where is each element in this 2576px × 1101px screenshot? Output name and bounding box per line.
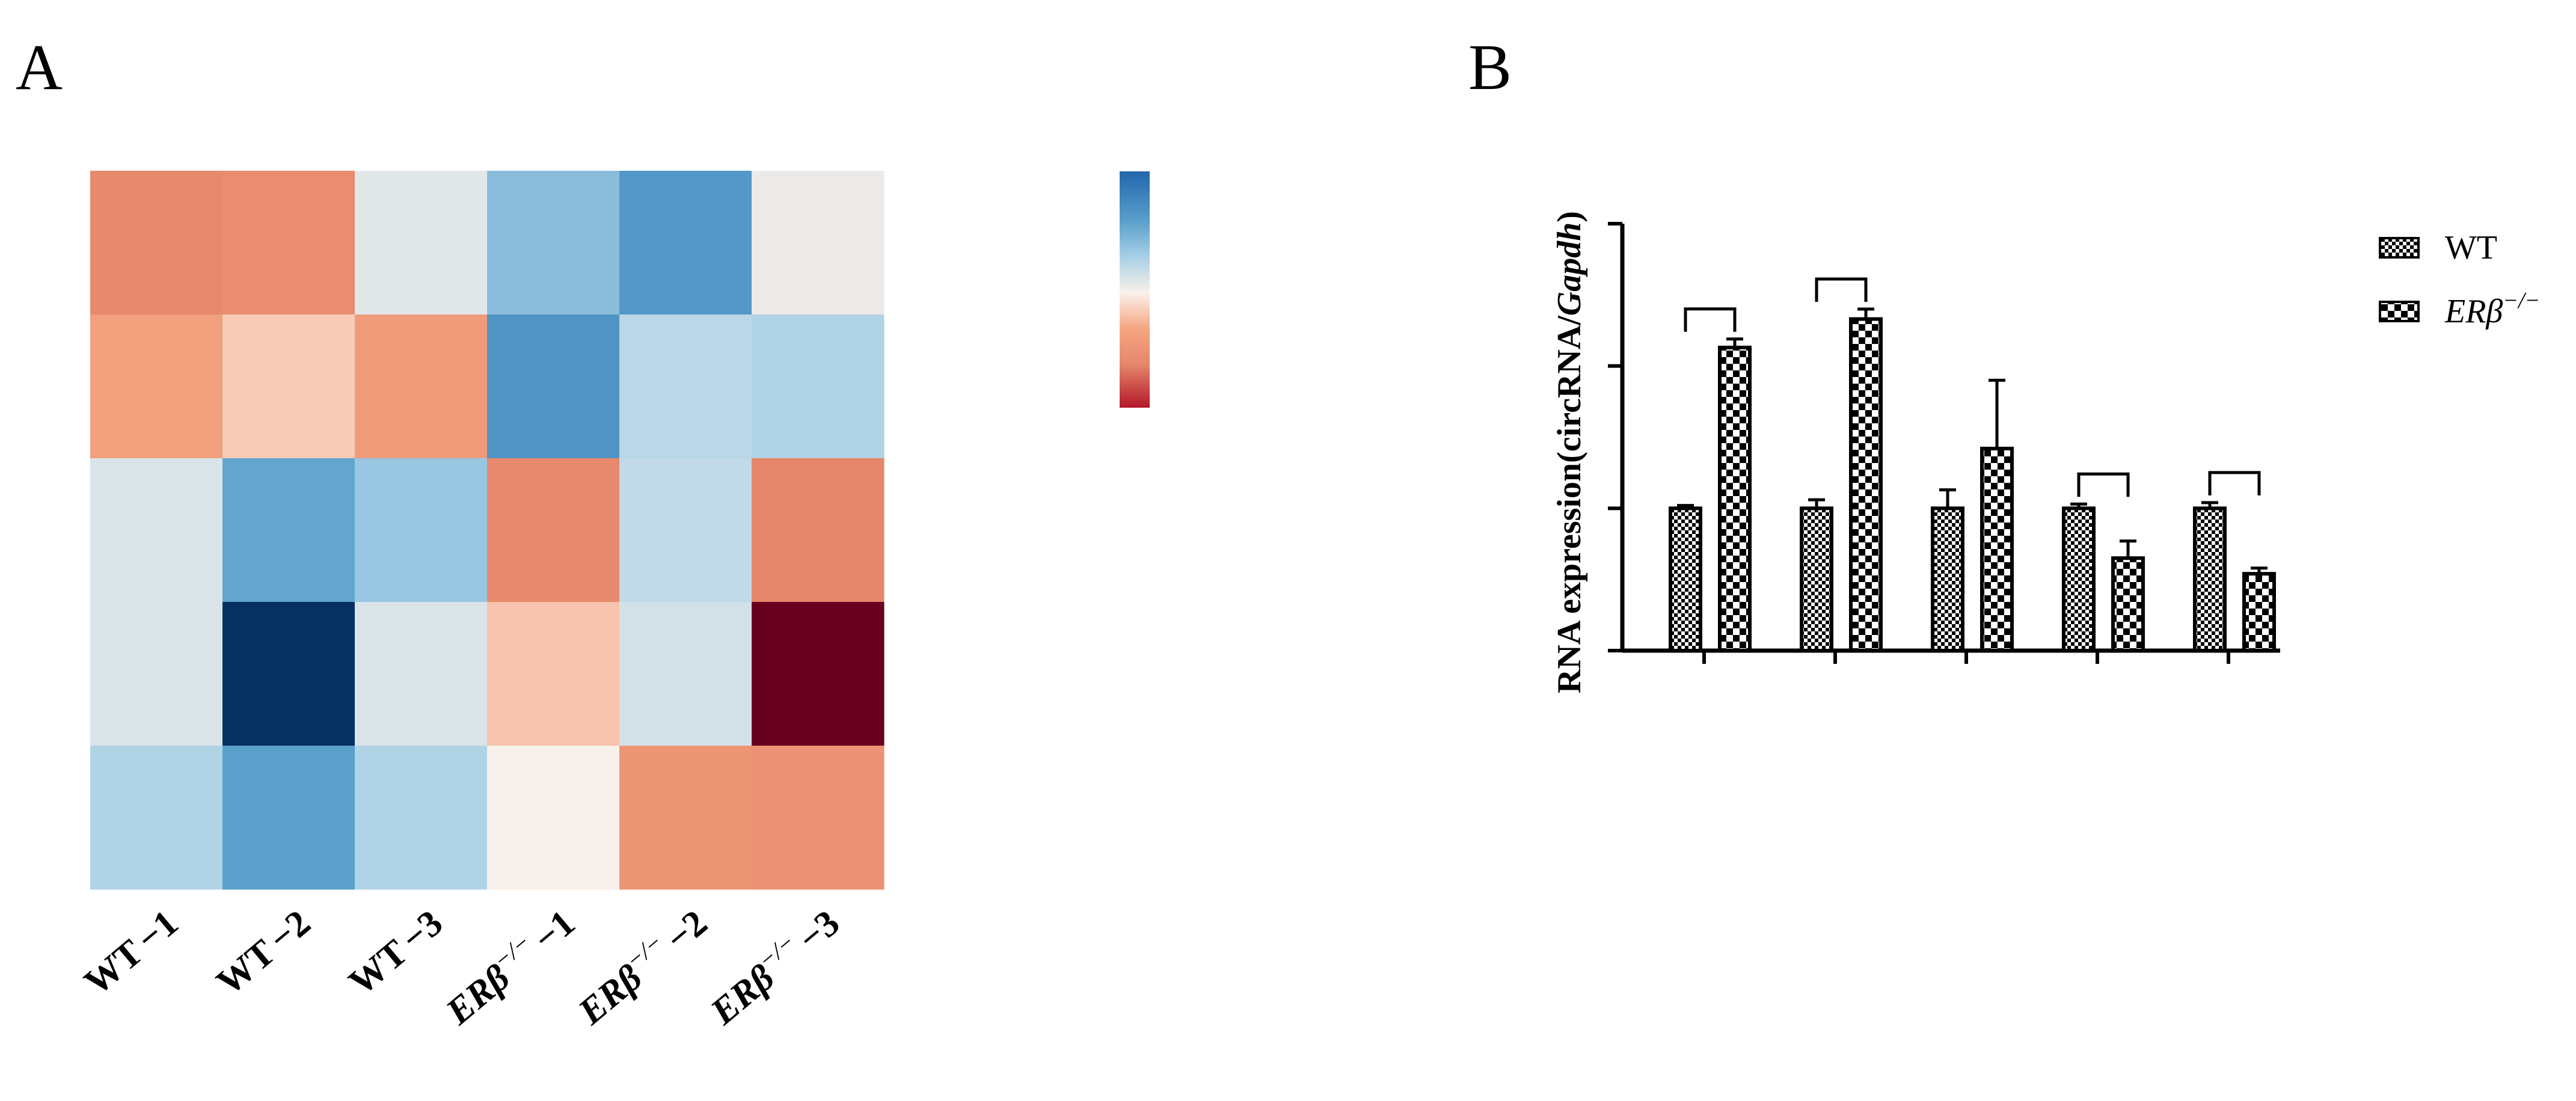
heatmap-cell [619, 171, 752, 315]
colorbar-gradient [1120, 171, 1150, 408]
significance-bracket [2077, 472, 2130, 497]
heatmap-cell [619, 602, 752, 746]
bar-wt [2062, 506, 2096, 652]
bar-wt [1931, 506, 1964, 652]
heatmap-cell [487, 602, 620, 746]
bar-ko [2111, 556, 2145, 653]
heatmap-cell [487, 314, 620, 459]
heatmap-cell [90, 458, 223, 603]
heatmap-cell [752, 458, 885, 603]
bar-ko [1849, 317, 1883, 652]
heatmap-cell [619, 746, 752, 890]
heatmap-column-label: WT−1 [77, 903, 186, 1004]
bar-chart-panel: RNA expression(circRNA/Gapdh) [1551, 211, 2280, 693]
bar-wt [1669, 506, 1702, 652]
heatmap-column-label: WT−2 [209, 903, 318, 1004]
bar-ko [1980, 446, 2014, 653]
heatmap-cell [752, 746, 885, 890]
heatmap-column-label: WT−3 [342, 903, 450, 1004]
heatmap-cell [355, 602, 488, 746]
panel-label-a: A [16, 32, 63, 103]
significance-bracket [1684, 307, 1737, 332]
bar-wt [1800, 506, 1833, 652]
heatmap-cell [90, 314, 223, 459]
significance-bracket [1815, 277, 1868, 302]
bar-ko [2242, 572, 2276, 653]
panel-label-b: B [1468, 32, 1512, 103]
heatmap-cell [752, 171, 885, 315]
heatmap-cell [222, 458, 355, 603]
heatmap-cell [619, 458, 752, 603]
legend-swatch-wt [2379, 237, 2420, 259]
heatmap-column-label: ERβ−/−−3 [699, 899, 847, 1033]
heatmap-cell [355, 746, 488, 890]
bar-chart-legend: WT ERβ−/− [2379, 229, 2540, 330]
heatmap-cell [752, 314, 885, 459]
significance-bracket [2208, 471, 2261, 495]
heatmap-cell [222, 171, 355, 315]
heatmap-cell [90, 171, 223, 315]
heatmap-cell [222, 746, 355, 890]
heatmap-cell [752, 602, 885, 746]
heatmap-column-label: ERβ−/−−2 [567, 899, 715, 1033]
heatmap-cell [487, 171, 620, 315]
heatmap-cell [487, 746, 620, 890]
y-axis-label: RNA expression(circRNA/Gapdh) [1551, 211, 1588, 693]
bar-wt [2193, 506, 2227, 652]
heatmap-column-label: ERβ−/−−1 [435, 899, 583, 1033]
legend-label: WT [2445, 229, 2497, 266]
legend-label: ERβ−/− [2444, 288, 2540, 330]
heatmap-cell [355, 314, 488, 459]
heatmap-cell [222, 602, 355, 746]
heatmap-cell [222, 314, 355, 459]
heatmap-colorbar [1120, 171, 1150, 408]
heatmap-cell [487, 458, 620, 603]
heatmap-cell [355, 171, 488, 315]
bar-ko [1718, 345, 1752, 653]
heatmap-cell [355, 458, 488, 603]
heatmap-cell [619, 314, 752, 459]
heatmap-cell [90, 602, 223, 746]
heatmap-cell [90, 746, 223, 890]
legend-swatch-ko [2379, 301, 2420, 322]
